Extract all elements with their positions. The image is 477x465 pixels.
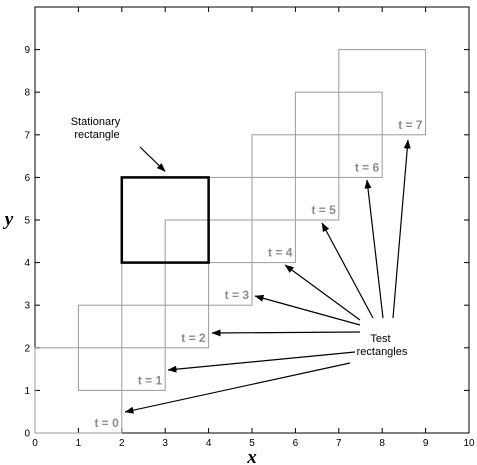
test-arrow — [211, 329, 361, 337]
test-rectangle-label: t = 5 — [311, 203, 336, 217]
x-tick-label: 6 — [293, 438, 299, 449]
y-tick-label: 5 — [24, 216, 30, 227]
y-tick-label: 6 — [24, 173, 30, 184]
x-tick-label: 3 — [162, 438, 168, 449]
test-arrow — [254, 294, 361, 326]
y-tick-label: 0 — [24, 429, 30, 440]
annotation-arrows — [124, 139, 411, 414]
x-tick-label: 0 — [32, 438, 38, 449]
test-label-line-2: rectangles — [357, 346, 408, 358]
x-tick-label: 1 — [76, 438, 82, 449]
test-rectangles: t = 0 t = 1 t = 2 t = 3 t = 4 t = 5 t = 6 t = 7 — [34, 49, 427, 434]
test-rectangle-label: t = 7 — [398, 118, 423, 132]
axis-ticks: 0 1 2 3 4 5 6 7 8 9 10 0 1 2 3 4 5 6 7 8 9 — [24, 7, 475, 449]
y-tick-label: 1 — [24, 386, 30, 397]
stationary-rectangle — [120, 176, 210, 264]
test-rectangle-label: t = 3 — [225, 288, 250, 302]
x-tick-label: 2 — [119, 438, 125, 449]
test-rectangle-label: t = 4 — [268, 246, 293, 260]
stationary-label: Stationary rectangle — [71, 116, 124, 141]
test-arrow — [167, 351, 356, 373]
y-tick-label: 8 — [24, 88, 30, 99]
x-tick-label: 5 — [249, 438, 255, 449]
y-axis-title: y — [3, 209, 14, 230]
test-rectangle-label: t = 2 — [181, 331, 206, 345]
stationary-label-line-2: rectangle — [74, 129, 119, 141]
x-tick-label: 4 — [206, 438, 212, 449]
test-rectangle-label: t = 1 — [138, 373, 163, 387]
test-label-line-1: Test — [370, 333, 390, 345]
test-arrow — [321, 222, 374, 319]
x-axis-title: x — [246, 447, 257, 465]
test-rectangle-label: t = 0 — [94, 416, 119, 430]
test-arrow — [124, 362, 351, 414]
test-rectangle-label: t = 6 — [355, 160, 380, 174]
x-tick-label: 7 — [336, 438, 342, 449]
stationary-arrow — [139, 146, 166, 172]
test-arrow — [284, 264, 361, 321]
y-tick-label: 2 — [24, 343, 30, 354]
stationary-label-line-1: Stationary — [71, 116, 121, 128]
x-tick-label: 10 — [463, 438, 475, 449]
test-rectangles-label: Test rectangles — [357, 333, 408, 358]
x-tick-label: 9 — [423, 438, 429, 449]
test-arrow — [392, 139, 411, 319]
y-tick-label: 3 — [24, 301, 30, 312]
test-arrow — [364, 179, 384, 319]
x-tick-label: 8 — [379, 438, 385, 449]
stationary-rectangle-group — [120, 176, 210, 264]
y-tick-label: 7 — [24, 130, 30, 141]
y-tick-label: 9 — [24, 45, 30, 56]
test-rectangle — [338, 49, 427, 136]
y-tick-label: 4 — [24, 258, 30, 269]
